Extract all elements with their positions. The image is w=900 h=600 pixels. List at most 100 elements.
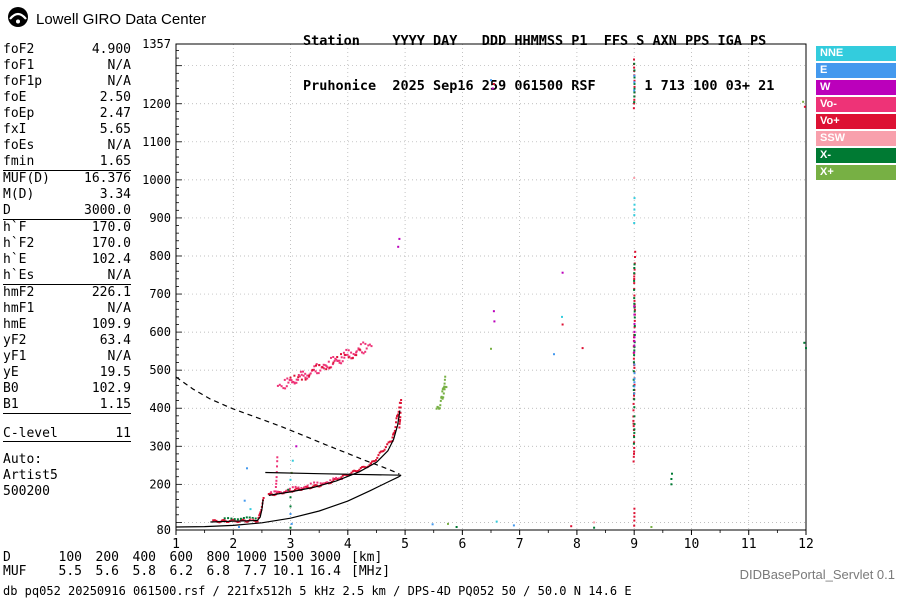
parameter-label: h`F2 [3,236,35,251]
series-sparse-pink [233,177,636,524]
y-tick-label: 300 [149,439,171,453]
parameter-value: 2.47 [99,106,131,121]
legend-item-e: E [816,63,896,78]
parameter-label: fxI [3,122,27,137]
line-transmission-curve-upper [265,471,402,476]
x-tick-label: 4 [344,537,352,552]
series-f-trace-vo [270,456,343,494]
lowell-logo-icon [6,5,30,33]
d-value: 200 [95,550,119,565]
parameter-label: foF1p [3,74,43,89]
d-value: 400 [132,550,156,565]
muf-row: MUF 5.5 5.6 5.8 6.2 6.8 7.7 10.1 16.4 [MHz] [3,565,390,579]
muf-distance-table: D 100 200 400 600 800 1000 1500 3000 [km] MUF 5.5 5.… [3,551,390,579]
y-tick-label: 400 [149,401,171,415]
parameter-row: h`E 102.4 [3,252,131,268]
x-tick-label: 7 [516,537,524,552]
legend-item-ssw: SSW [816,131,896,146]
d-value: 600 [169,550,193,565]
parameter-row: yE 19.5 [3,365,131,381]
parameter-label: B0 [3,381,19,396]
y-tick-label: 1100 [142,135,171,149]
parameter-label: C-level [3,426,58,441]
parameter-value: 1.65 [99,154,131,169]
parameter-label: h`E [3,252,27,267]
parameter-label: MUF(D) [3,171,50,186]
servlet-version-label: DIDBasePortal_Servlet 0.1 [739,567,895,582]
parameter-value: N/A [107,268,131,283]
series-sparse-blue [238,79,555,528]
parameter-label: hmE [3,317,27,332]
y-tick-label: 200 [149,477,171,491]
x-tick-label: 11 [741,537,757,552]
parameter-value: 3000.0 [84,203,131,218]
y-tick-label: 1357 [142,37,171,51]
series-rfi-9mhz-blue [633,74,636,395]
parameter-row: yF1 N/A [3,349,131,365]
muf-value: 6.8 [206,564,230,579]
parameter-value: 170.0 [91,220,131,235]
parameter-value: 3.34 [99,187,131,202]
y-tick-label: 800 [149,249,171,263]
parameter-row: h`F 170.0 [3,220,131,236]
parameter-value: N/A [107,301,131,316]
parameter-value: 226.1 [91,285,131,300]
parameter-value: 1.15 [99,397,131,412]
muf-value: 6.2 [169,564,193,579]
x-tick-label: 9 [630,537,638,552]
muf-row-label: MUF [3,564,27,579]
parameter-value: 19.5 [99,365,131,380]
x-tick-label: 12 [798,537,814,552]
parameter-row: MUF(D) 16.376 [3,171,131,187]
parameter-row: h`F2 170.0 [3,236,131,252]
legend-item-vo: Vo+ [816,114,896,129]
parameter-row: foEs N/A [3,138,131,154]
x-tick-label: 1 [172,537,180,552]
legend-item-vo: Vo- [816,97,896,112]
muf-value: 16.4 [309,564,341,579]
brand-title: Lowell GIRO Data Center [36,10,207,28]
parameter-label: foF2 [3,42,35,57]
header-station-values: Pruhonice 2025 Sep16 259 061500 RSF 1 71… [303,78,775,94]
autoscaling-line: Auto: [3,452,43,467]
parameter-group: foF2 4.900 foF1 N/A foF1p N/A foE 2.50 foEp 2.47 f… [3,42,131,171]
x-tick-label: 2 [229,537,237,552]
parameter-label: hmF2 [3,285,35,300]
d-value: 3000 [309,550,341,565]
parameter-value: N/A [107,74,131,89]
line-artist-trace-e [210,499,264,523]
x-tick-label: 8 [573,537,581,552]
parameter-row: hmF2 226.1 [3,285,131,301]
series-rfi-9mhz-magenta [633,305,636,354]
parameter-value: N/A [107,58,131,73]
y-tick-label: 700 [149,287,171,301]
parameter-value: 170.0 [91,236,131,251]
series-sparse-ltgreen [290,100,805,528]
d-value: 100 [58,550,82,565]
parameter-label: h`Es [3,268,35,283]
d-unit: [km] [351,550,383,565]
parameter-row: fxI 5.65 [3,122,131,138]
d-value: 1000 [235,550,267,565]
parameter-value: N/A [107,349,131,364]
parameter-label: B1 [3,397,19,412]
x-tick-label: 10 [684,537,700,552]
muf-unit: [MHz] [351,564,391,579]
y-tick-label: 1200 [142,97,171,111]
parameter-row: fmin 1.65 [3,154,131,170]
parameter-row: yF2 63.4 [3,333,131,349]
autoscaling-line: 500200 [3,484,50,499]
autoscaling-info: Auto: Artist5 500200 [3,452,131,500]
series-sparse-red [492,83,806,528]
legend-item-w: W [816,80,896,95]
parameter-value: N/A [107,138,131,153]
parameter-label: foF1 [3,58,35,73]
parameter-label: foEs [3,138,35,153]
series-second-hop-o [289,348,361,381]
series-e-trace-x [223,516,257,521]
parameter-value: 11 [115,426,131,441]
parameter-value: 102.9 [91,381,131,396]
legend-item-nne: NNE [816,46,896,61]
parameter-value: 102.4 [91,252,131,267]
